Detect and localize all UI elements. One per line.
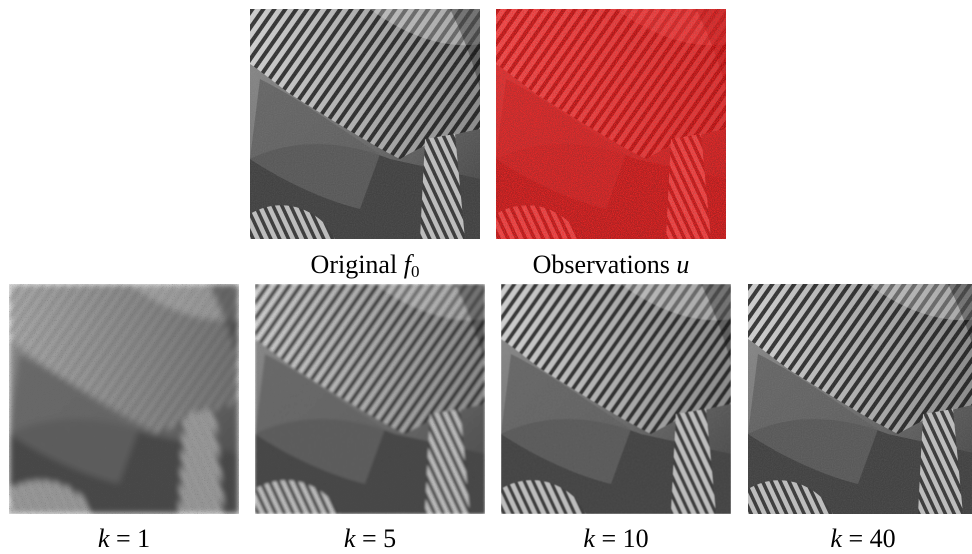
original-image	[250, 9, 480, 239]
restored-image-k10	[501, 284, 731, 514]
restored-k40-svg	[748, 284, 972, 514]
original-image-svg	[250, 9, 480, 239]
speckle-overlay	[255, 284, 485, 514]
restored-image-k1	[9, 284, 239, 514]
restored-image-k5	[255, 284, 485, 514]
speckle-overlay	[9, 284, 239, 514]
caption-observations: Observations u	[532, 250, 690, 279]
observations-image	[496, 9, 726, 239]
dark-noise-overlay	[496, 9, 726, 239]
observations-image-svg	[496, 9, 726, 239]
restored-k10-svg	[501, 284, 731, 514]
caption-k1: k = 1	[97, 524, 151, 553]
restored-k5-svg	[255, 284, 485, 514]
caption-original: Original f0	[310, 250, 420, 281]
restored-image-k40	[748, 284, 972, 514]
caption-k10: k = 10	[583, 524, 649, 553]
caption-k40: k = 40	[830, 524, 896, 553]
restored-k1-svg	[9, 284, 239, 514]
caption-k5: k = 5	[343, 524, 397, 553]
